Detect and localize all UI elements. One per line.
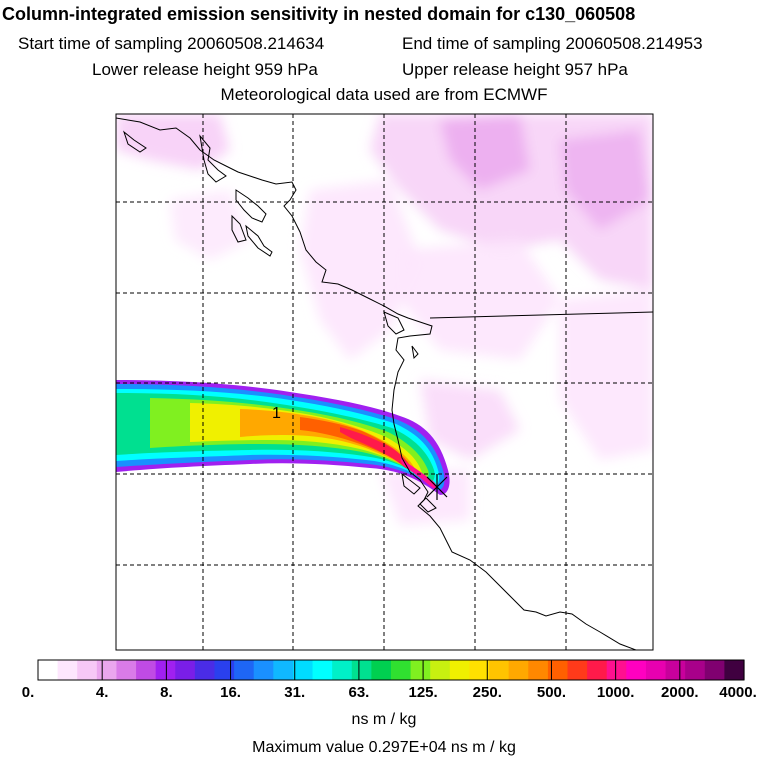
colorbar-swatch: [175, 660, 196, 680]
colorbar-tick-label: 8.: [160, 684, 173, 701]
start-time-label: Start time of sampling 20060508.214634: [18, 34, 325, 53]
colorbar-frame: [37, 659, 745, 681]
colorbar-swatch: [38, 660, 59, 680]
end-time-label: End time of sampling 20060508.214953: [402, 34, 703, 53]
colorbar-swatch: [724, 660, 745, 680]
colorbar-swatch: [312, 660, 333, 680]
plume: [116, 380, 450, 495]
colorbar-swatch: [214, 660, 235, 680]
colorbar-tick-label: 4000.: [719, 684, 757, 701]
colorbar-swatch: [547, 660, 569, 680]
colorbar-tick-label: 2000.: [661, 684, 699, 701]
colorbar-swatch: [57, 660, 78, 680]
colorbar-swatch: [155, 660, 176, 680]
colorbar-swatch: [508, 660, 529, 680]
colorbar-swatch: [704, 660, 725, 680]
colorbar-tick-label: 16.: [220, 684, 241, 701]
colorbar-tick-label: 1000.: [596, 684, 635, 701]
colorbar-tick-label: 0.: [21, 684, 35, 701]
release-site-marker: [426, 474, 448, 500]
colorbar-swatch: [587, 660, 608, 680]
colorbar-swatch: [567, 660, 588, 680]
colorbar: [38, 660, 745, 680]
colorbar-tick-label: 31.: [284, 684, 306, 701]
lat-lon-grid: [116, 114, 653, 650]
colorbar-tick-label: 125.: [408, 684, 438, 701]
colorbar-swatch: [253, 660, 274, 680]
colorbar-tick-label: 4.: [95, 684, 109, 701]
coastlines: [116, 117, 653, 650]
colorbar-tick-label: 500.: [536, 684, 567, 701]
colorbar-swatch: [626, 660, 647, 680]
upper-release-label: Upper release height 957 hPa: [402, 60, 628, 79]
colorbar-swatch: [685, 660, 706, 680]
map-field: 1: [116, 114, 653, 650]
colorbar-units: ns m / kg: [351, 711, 417, 728]
colorbar-swatch: [351, 660, 372, 680]
colorbar-swatch: [371, 660, 392, 680]
met-data-label: Meteorological data used are from ECMWF: [220, 85, 548, 104]
colorbar-swatch: [391, 660, 412, 680]
colorbar-swatch: [273, 660, 294, 680]
colorbar-swatch: [77, 660, 98, 680]
colorbar-swatch: [332, 660, 353, 680]
colorbar-swatch: [606, 660, 627, 680]
lower-release-label: Lower release height 959 hPa: [92, 60, 318, 79]
colorbar-swatch: [96, 660, 118, 680]
colorbar-swatch: [528, 660, 549, 680]
colorbar-swatch: [430, 660, 451, 680]
colorbar-swatch: [489, 660, 510, 680]
colorbar-swatch: [449, 660, 471, 680]
background-sensitivity: [116, 114, 653, 525]
colorbar-swatch: [645, 660, 667, 680]
colorbar-swatch: [116, 660, 137, 680]
colorbar-swatch: [665, 660, 686, 680]
plot-title: Column-integrated emission sensitivity i…: [2, 4, 636, 24]
release-number-label: 1: [272, 405, 281, 422]
colorbar-swatch: [292, 660, 314, 680]
colorbar-tick-label: 63.: [348, 684, 370, 701]
colorbar-swatch: [469, 660, 490, 680]
colorbar-swatch: [234, 660, 255, 680]
colorbar-swatch: [136, 660, 157, 680]
map-frame: [115, 113, 654, 651]
maximum-value-label: Maximum value 0.297E+04 ns m / kg: [252, 739, 516, 756]
colorbar-tick-label: 250.: [472, 684, 502, 701]
colorbar-tick-labels: 0. 4. 8. 16. 31. 63. 125. 250. 500. 1000. 2000. 400…: [0, 684, 768, 704]
colorbar-swatch: [194, 660, 216, 680]
colorbar-swatch: [410, 660, 431, 680]
